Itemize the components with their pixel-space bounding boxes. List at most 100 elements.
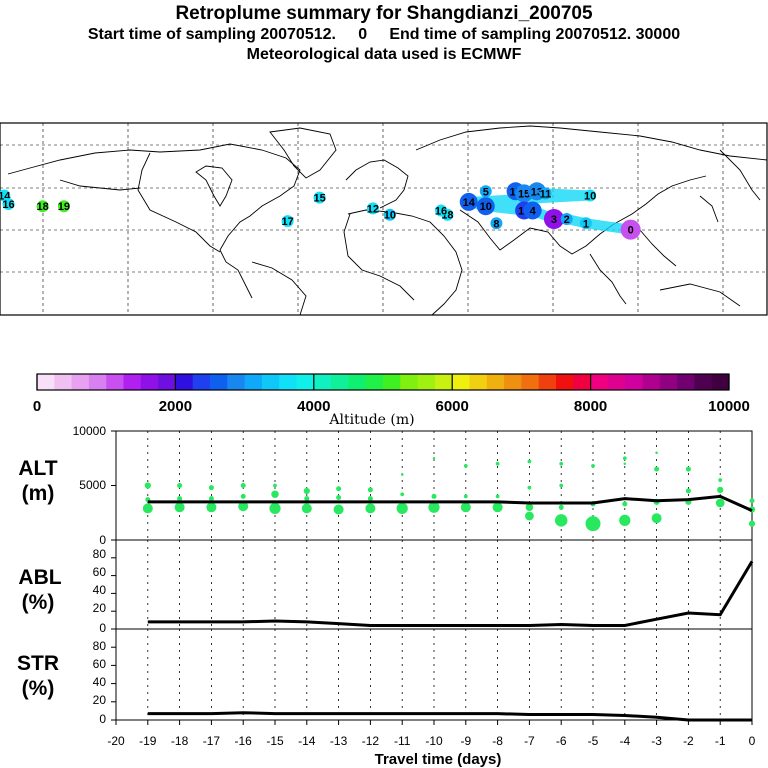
plume-marker bbox=[539, 187, 552, 200]
plume-marker-label: 3 bbox=[551, 214, 557, 226]
abl-unit: (%) bbox=[22, 591, 55, 614]
alt-cluster-dot bbox=[619, 514, 631, 527]
alt-unit: (m) bbox=[22, 482, 55, 505]
x-tick-label: -20 bbox=[107, 734, 125, 748]
plume-marker-label: 12 bbox=[367, 203, 379, 215]
map-gridlines bbox=[0, 123, 767, 315]
alt-cluster-dot bbox=[591, 464, 595, 468]
plume-marker bbox=[523, 201, 542, 220]
alt-cluster-dot bbox=[269, 502, 281, 515]
alt-cluster-dot bbox=[715, 498, 725, 508]
abl-ytick: 0 bbox=[99, 621, 106, 635]
alt-cluster-dot bbox=[527, 485, 532, 490]
x-axis-ticks: -20 -19 -18 -17 -16 -15 -14 -13 -12 -11 -10 -9 -8 -7-… bbox=[107, 720, 756, 748]
colorbar-tick: 0 bbox=[33, 398, 41, 415]
x-tick-label: -15 bbox=[266, 734, 284, 748]
colorbar-swatch bbox=[54, 374, 73, 390]
alt-cluster-dot bbox=[304, 496, 310, 502]
colorbar-swatch bbox=[538, 374, 557, 390]
plume-marker bbox=[383, 208, 396, 221]
alt-grid bbox=[111, 430, 753, 541]
x-tick-label: -9 bbox=[460, 734, 471, 748]
colorbar-tick: 8000 bbox=[574, 398, 607, 415]
abl-ytick: 20 bbox=[93, 601, 107, 615]
x-tick-label: -2 bbox=[683, 734, 694, 748]
colorbar-swatch bbox=[400, 374, 419, 390]
alt-cluster-dot bbox=[527, 459, 532, 464]
alt-cluster-dot bbox=[400, 473, 404, 476]
colorbar-tick: 2000 bbox=[159, 398, 192, 415]
x-tick-label: -19 bbox=[139, 734, 157, 748]
plume-marker bbox=[560, 213, 573, 225]
alt-cluster-dot bbox=[623, 462, 627, 465]
plume-marker-label: 16 bbox=[2, 199, 14, 211]
alt-cluster-dot bbox=[463, 494, 468, 499]
str-ytick: 20 bbox=[93, 693, 107, 707]
colorbar-swatch bbox=[417, 374, 436, 390]
plume-marker-label: 11 bbox=[540, 188, 552, 200]
colorbar-swatch bbox=[365, 374, 384, 390]
alt-cluster-dot bbox=[142, 503, 153, 514]
alt-cluster-dot bbox=[303, 487, 310, 495]
colorbar-swatch bbox=[348, 374, 367, 390]
alt-cluster-dot bbox=[336, 494, 342, 500]
plume-marker bbox=[490, 217, 503, 230]
alt-cluster-dot bbox=[240, 493, 246, 499]
plume-marker bbox=[57, 200, 70, 213]
alt-cluster-dot bbox=[144, 482, 151, 489]
altitude-colorbar bbox=[36, 373, 730, 391]
x-tick-label: -16 bbox=[235, 734, 253, 748]
plume-marker bbox=[620, 219, 641, 240]
met-data-line: Meteorological data used is ECMWF bbox=[246, 46, 522, 63]
alt-cluster-dot bbox=[525, 511, 534, 521]
str-line bbox=[147, 711, 752, 722]
plume-marker bbox=[281, 215, 294, 228]
alt-cluster-dots bbox=[142, 451, 756, 532]
colorbar-swatch bbox=[106, 374, 124, 390]
plume-marker-label: 16 bbox=[435, 205, 447, 217]
colorbar-swatch bbox=[279, 374, 297, 390]
abl-ytick: 60 bbox=[93, 565, 107, 579]
alt-cluster-dot bbox=[301, 503, 312, 514]
colorbar-swatch bbox=[331, 374, 349, 390]
plume-marker bbox=[459, 192, 478, 211]
alt-cluster-dot bbox=[554, 514, 568, 527]
colorbar-swatch bbox=[37, 374, 55, 390]
plume-marker-label: 15 bbox=[518, 188, 530, 200]
alt-cluster-dot bbox=[400, 492, 405, 497]
colorbar-swatch bbox=[210, 374, 228, 390]
abl-ytick: 80 bbox=[93, 547, 107, 561]
str-ytick: 0 bbox=[99, 712, 106, 726]
str-panel: STR (%) 80 60 40 20 0 bbox=[17, 628, 753, 726]
alt-cluster-dot bbox=[460, 502, 471, 513]
str-ytick: 60 bbox=[93, 657, 107, 671]
chart-title: Retroplume summary for Shangdianzi_20070… bbox=[175, 3, 593, 24]
colorbar-swatch bbox=[88, 374, 107, 390]
alt-mean-line bbox=[147, 494, 753, 512]
colorbar-swatch bbox=[383, 374, 401, 390]
alt-cluster-dot bbox=[177, 483, 183, 488]
alt-cluster-dot bbox=[622, 456, 627, 461]
colorbar-swatch bbox=[556, 374, 574, 390]
alt-cluster-dot bbox=[651, 513, 662, 524]
plume-marker-label: 2 bbox=[564, 214, 570, 226]
str-ytick: 40 bbox=[93, 675, 107, 689]
alt-cluster-dot bbox=[718, 478, 723, 482]
colorbar-swatch bbox=[434, 374, 453, 390]
x-tick-label: -5 bbox=[588, 734, 599, 748]
alt-panel: ALT (m) 10000 5000 0 bbox=[18, 424, 756, 547]
colorbar-swatch bbox=[71, 374, 90, 390]
retroplume-map: 1715131110141019432101816151718191416101… bbox=[0, 122, 768, 316]
alt-cluster-dot bbox=[333, 504, 344, 515]
plume-marker-label: 4 bbox=[530, 205, 537, 217]
x-tick-label: -13 bbox=[330, 734, 348, 748]
colorbar-swatch bbox=[244, 374, 263, 390]
alt-cluster-dot bbox=[654, 466, 660, 472]
sampling-time-line: Start time of sampling 20070512. 0 End t… bbox=[87, 26, 681, 43]
plume-marker-label: 10 bbox=[384, 210, 396, 222]
plume-marker-label: 10 bbox=[480, 201, 492, 213]
x-tick-label: -17 bbox=[203, 734, 221, 748]
alt-cluster-dot bbox=[748, 520, 756, 527]
colorbar-swatch bbox=[642, 374, 661, 390]
